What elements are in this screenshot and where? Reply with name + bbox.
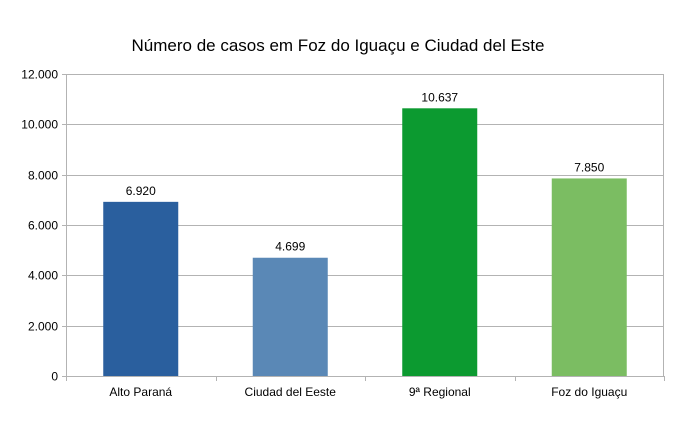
bar-value-label: 10.637 bbox=[421, 90, 458, 104]
bar bbox=[551, 178, 627, 376]
labels: 0 2.000 4.000 6.000 8.000 10.000 12.000 6.920 Al… bbox=[21, 68, 627, 400]
bar-value-label: 4.699 bbox=[275, 240, 305, 254]
bar-value-label: 6.920 bbox=[126, 184, 156, 198]
y-tick-label: 8.000 bbox=[28, 169, 58, 183]
axes bbox=[62, 74, 665, 381]
bar bbox=[402, 108, 478, 376]
bar-value-label: 7.850 bbox=[574, 160, 604, 174]
y-tick-label: 6.000 bbox=[28, 219, 58, 233]
bars bbox=[103, 108, 627, 376]
x-tick-label: Ciudad del Eeste bbox=[245, 385, 337, 399]
x-tick-label: Foz do Iguaçu bbox=[551, 385, 627, 399]
y-tick-label: 0 bbox=[51, 370, 58, 384]
y-tick-label: 12.000 bbox=[21, 68, 58, 82]
y-tick-label: 10.000 bbox=[21, 118, 58, 132]
x-tick-label: 9ª Regional bbox=[409, 385, 471, 399]
y-tick-label: 4.000 bbox=[28, 269, 58, 283]
x-tick-label: Alto Paraná bbox=[109, 385, 172, 399]
bar bbox=[103, 201, 179, 376]
bar bbox=[252, 257, 328, 376]
chart-title: Número de casos em Foz do Iguaçu e Ciuda… bbox=[132, 36, 545, 55]
y-tick-label: 2.000 bbox=[28, 320, 58, 334]
